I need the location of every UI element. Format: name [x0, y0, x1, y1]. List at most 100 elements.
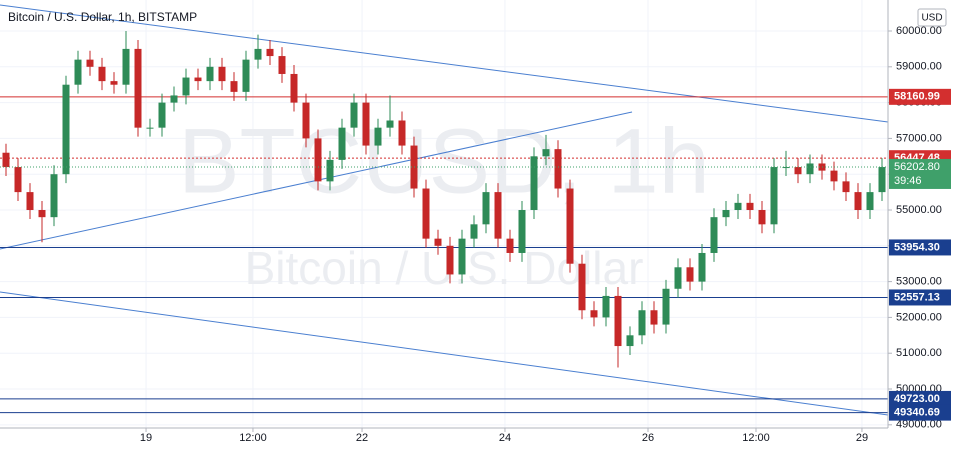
candle-body [326, 159, 334, 182]
candle-body [878, 167, 886, 193]
level-label: 52557.13 [894, 291, 940, 303]
level-label: 53954.30 [894, 241, 940, 253]
candle-body [566, 188, 574, 264]
candle-body [158, 102, 166, 128]
candle-body [50, 174, 58, 218]
candle-body [374, 127, 382, 146]
axes: 49000.0050000.0051000.0052000.0053000.00… [140, 25, 951, 444]
x-tick-label: 19 [140, 432, 152, 444]
candle-body [182, 77, 190, 96]
candle-body [518, 210, 526, 253]
candle-body [578, 263, 586, 311]
candle-body [482, 192, 490, 225]
candle-body [134, 48, 142, 128]
candle-body [662, 288, 670, 325]
candle-body [782, 167, 790, 169]
candle-body [254, 48, 262, 60]
candle-body [422, 188, 430, 239]
candle-body [266, 48, 274, 57]
y-tick-label: 55000.00 [896, 204, 942, 216]
candle-body [194, 77, 202, 82]
candle-body [470, 224, 478, 239]
candle-body [794, 167, 802, 175]
candle-body [626, 335, 634, 347]
y-tick-label: 59000.00 [896, 61, 942, 73]
candle-body [86, 59, 94, 67]
candle-body [674, 267, 682, 289]
candle-body [206, 66, 214, 82]
y-tick-label: 49000.00 [896, 419, 942, 431]
candle-body [314, 138, 322, 182]
candle-body [338, 127, 346, 160]
candle-body [698, 252, 706, 282]
candle-body [854, 192, 862, 211]
candle-body [494, 192, 502, 239]
candle-body [230, 81, 238, 92]
x-tick-label: 24 [499, 432, 511, 444]
candle-body [26, 192, 34, 211]
candle-body [242, 59, 250, 92]
candle-body [14, 167, 22, 193]
candle-body [398, 120, 406, 146]
candle-body [686, 267, 694, 282]
level-label: 58160.99 [894, 91, 940, 103]
countdown: 39:46 [894, 175, 922, 187]
trend-line [0, 4, 888, 123]
candle-body [434, 238, 442, 246]
candle-body [590, 310, 598, 318]
candle-body [2, 152, 10, 168]
candle-body [290, 73, 298, 103]
candle-body [38, 210, 46, 218]
y-tick-label: 51000.00 [896, 347, 942, 359]
currency-box[interactable] [917, 8, 947, 27]
candle-body [110, 81, 118, 85]
candle-body [170, 95, 178, 103]
candle-body [770, 167, 778, 225]
candle-body [830, 170, 838, 182]
plot-area [0, 4, 888, 416]
candle-body [746, 202, 754, 211]
candle-body [614, 295, 622, 347]
candle-body [734, 202, 742, 211]
currency[interactable]: USD [921, 13, 942, 24]
candle-body [146, 127, 154, 129]
candle-body [650, 310, 658, 325]
candle-body [638, 310, 646, 336]
y-tick-label: 57000.00 [896, 132, 942, 144]
candle-body [722, 210, 730, 218]
watermark: BTCUSD, 1h Bitcoin / U.S. Dollar [178, 110, 710, 294]
candle-body [98, 66, 106, 82]
level-label-box [889, 239, 951, 256]
x-tick-label: 22 [356, 432, 368, 444]
last-price-label: 56202.80 [894, 161, 940, 173]
candle-body [758, 210, 766, 225]
candle-body [506, 238, 514, 253]
candle-body [446, 245, 454, 275]
level-label: 49340.69 [894, 407, 940, 419]
candle-body [842, 181, 850, 193]
level-label-box [889, 88, 951, 105]
candle-body [302, 102, 310, 139]
watermark-symbol: BTCUSD, 1h [178, 110, 710, 212]
level-label-box [889, 390, 951, 407]
symbol-title: Bitcoin / U.S. Dollar, 1h, BITSTAMP [8, 10, 197, 24]
x-tick-label: 29 [856, 432, 868, 444]
watermark-name: Bitcoin / U.S. Dollar [245, 242, 644, 294]
candle-body [218, 66, 226, 82]
candle-body [62, 84, 70, 175]
candle-body [458, 238, 466, 275]
candle-body [554, 149, 562, 189]
candle-body [866, 192, 874, 211]
candle-body [386, 120, 394, 128]
candle-body [122, 48, 130, 85]
trend-line [0, 291, 888, 416]
candle-body [542, 149, 550, 157]
candle-body [710, 217, 718, 253]
y-tick-label: 60000.00 [896, 25, 942, 37]
x-tick-label: 26 [642, 432, 654, 444]
level-label-box [889, 404, 951, 421]
candle-body [350, 102, 358, 128]
x-tick-label: 12:00 [742, 432, 770, 444]
